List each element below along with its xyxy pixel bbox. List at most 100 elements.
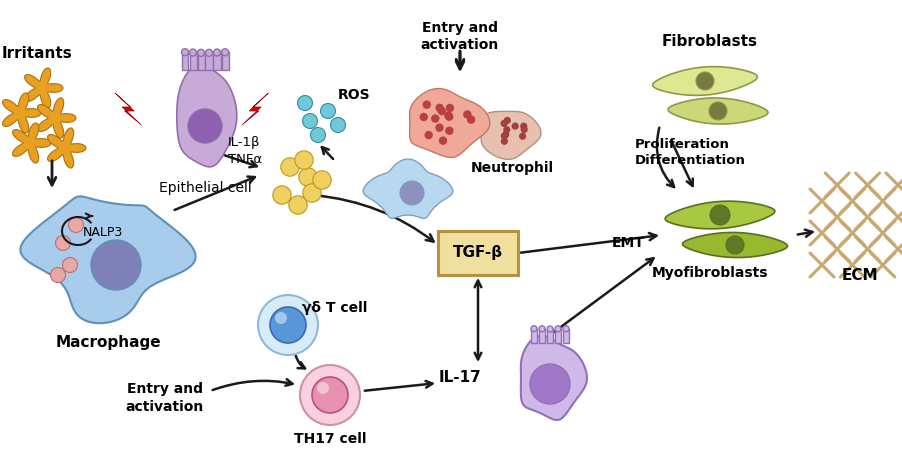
Polygon shape	[363, 159, 452, 219]
Circle shape	[466, 115, 474, 124]
Text: Entry and
activation: Entry and activation	[420, 21, 499, 52]
Text: IL-1β
TNFα: IL-1β TNFα	[227, 136, 262, 166]
Circle shape	[500, 132, 507, 139]
Circle shape	[437, 107, 446, 115]
Text: EMT: EMT	[611, 236, 644, 250]
Polygon shape	[177, 65, 236, 167]
Circle shape	[189, 49, 197, 56]
Polygon shape	[652, 67, 757, 95]
Polygon shape	[410, 88, 489, 157]
Circle shape	[502, 126, 510, 133]
Circle shape	[206, 50, 212, 56]
Polygon shape	[115, 93, 142, 125]
Circle shape	[445, 126, 453, 135]
Text: Irritants: Irritants	[2, 45, 73, 61]
Circle shape	[511, 123, 518, 130]
Circle shape	[221, 49, 228, 56]
Circle shape	[529, 364, 569, 404]
Circle shape	[520, 123, 527, 130]
FancyBboxPatch shape	[437, 231, 518, 275]
Polygon shape	[24, 68, 63, 108]
Text: Macrophage: Macrophage	[55, 336, 161, 350]
Polygon shape	[48, 128, 86, 168]
Circle shape	[435, 124, 443, 132]
Circle shape	[302, 184, 321, 202]
Circle shape	[258, 295, 318, 355]
Circle shape	[446, 104, 454, 112]
Text: ECM: ECM	[841, 268, 878, 282]
Circle shape	[520, 126, 527, 133]
Circle shape	[62, 257, 78, 273]
Text: Epithelial cell: Epithelial cell	[159, 181, 251, 195]
Polygon shape	[547, 329, 552, 343]
Circle shape	[547, 326, 552, 332]
Circle shape	[695, 72, 713, 90]
Polygon shape	[665, 201, 774, 229]
Polygon shape	[538, 329, 545, 343]
Polygon shape	[13, 123, 51, 163]
Polygon shape	[3, 93, 41, 133]
Circle shape	[708, 102, 726, 120]
Polygon shape	[481, 112, 540, 159]
Circle shape	[270, 307, 306, 343]
Text: Myofibroblasts: Myofibroblasts	[651, 266, 768, 280]
Text: TGF-β: TGF-β	[453, 245, 502, 261]
Circle shape	[299, 365, 360, 425]
Circle shape	[317, 382, 328, 394]
Circle shape	[312, 171, 331, 189]
Polygon shape	[213, 52, 220, 70]
Circle shape	[422, 100, 430, 109]
Circle shape	[181, 49, 189, 56]
Polygon shape	[667, 98, 767, 124]
Circle shape	[400, 181, 424, 205]
Polygon shape	[38, 98, 76, 138]
Circle shape	[709, 205, 729, 225]
Circle shape	[302, 113, 318, 129]
Polygon shape	[682, 232, 787, 257]
Circle shape	[272, 186, 290, 204]
Polygon shape	[530, 329, 537, 343]
Circle shape	[725, 236, 743, 254]
Polygon shape	[198, 53, 204, 70]
Text: IL-17: IL-17	[438, 370, 481, 386]
Text: Proliferation
Differentiation: Proliferation Differentiation	[634, 138, 745, 168]
Circle shape	[297, 95, 312, 111]
Circle shape	[424, 131, 432, 139]
Circle shape	[519, 132, 526, 140]
Circle shape	[69, 218, 83, 232]
Circle shape	[463, 110, 471, 119]
Circle shape	[435, 104, 444, 112]
Circle shape	[419, 113, 428, 121]
Circle shape	[500, 120, 507, 127]
Circle shape	[294, 151, 313, 169]
Circle shape	[310, 127, 325, 143]
Circle shape	[530, 325, 537, 332]
Polygon shape	[221, 52, 228, 70]
Text: Fibroblasts: Fibroblasts	[661, 33, 757, 49]
Text: Neutrophil: Neutrophil	[470, 161, 553, 175]
Circle shape	[501, 138, 508, 145]
Text: ROS: ROS	[337, 88, 370, 102]
Circle shape	[55, 236, 70, 250]
Circle shape	[430, 114, 439, 123]
Circle shape	[289, 196, 307, 214]
Polygon shape	[206, 53, 212, 70]
Text: TH17 cell: TH17 cell	[293, 432, 366, 446]
Circle shape	[538, 326, 545, 332]
Circle shape	[51, 268, 66, 282]
Circle shape	[213, 49, 220, 56]
Circle shape	[555, 326, 560, 332]
Polygon shape	[189, 52, 197, 70]
Circle shape	[438, 137, 446, 145]
Circle shape	[299, 168, 317, 186]
Polygon shape	[21, 196, 196, 323]
Circle shape	[312, 377, 347, 413]
Polygon shape	[555, 329, 560, 343]
Circle shape	[503, 117, 511, 124]
Circle shape	[502, 131, 509, 138]
Circle shape	[330, 118, 345, 132]
Polygon shape	[562, 329, 568, 343]
Circle shape	[275, 312, 287, 324]
Text: NALP3: NALP3	[83, 226, 123, 239]
Circle shape	[320, 104, 336, 119]
